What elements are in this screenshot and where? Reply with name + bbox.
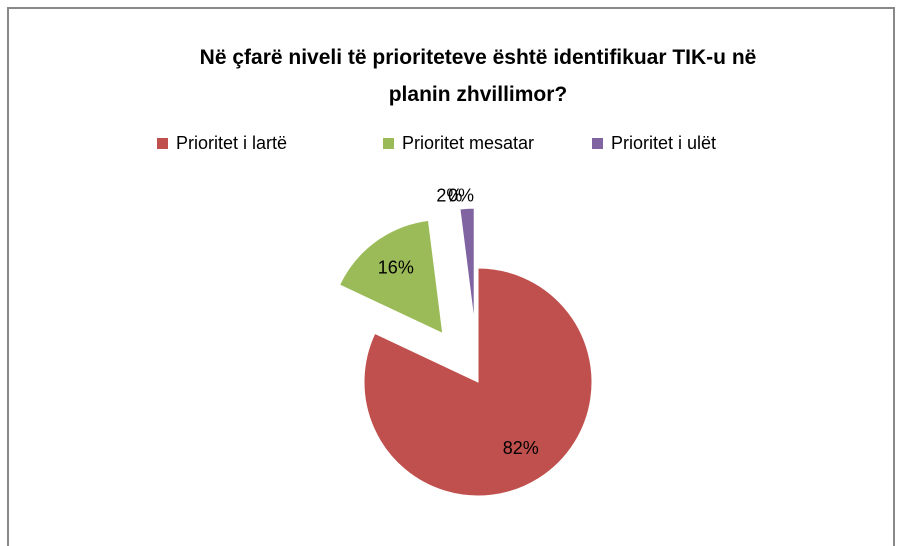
pie-slice (338, 219, 444, 335)
chart-title: Në çfarë niveli të prioriteteve është id… (200, 46, 757, 106)
legend-swatch (157, 138, 168, 149)
data-label: 82% (503, 438, 539, 458)
data-label: 0% (448, 185, 474, 205)
legend-label: Prioritet mesatar (402, 133, 534, 153)
legend-swatch (592, 138, 603, 149)
data-label: 2% (436, 186, 462, 206)
legend-label: Prioritet i lartë (176, 133, 287, 153)
pie-slice (459, 207, 475, 323)
legend-swatch (383, 138, 394, 149)
pie-slice (363, 267, 593, 497)
legend-label: Prioritet i ulët (611, 133, 716, 153)
data-label: 16% (378, 258, 414, 278)
